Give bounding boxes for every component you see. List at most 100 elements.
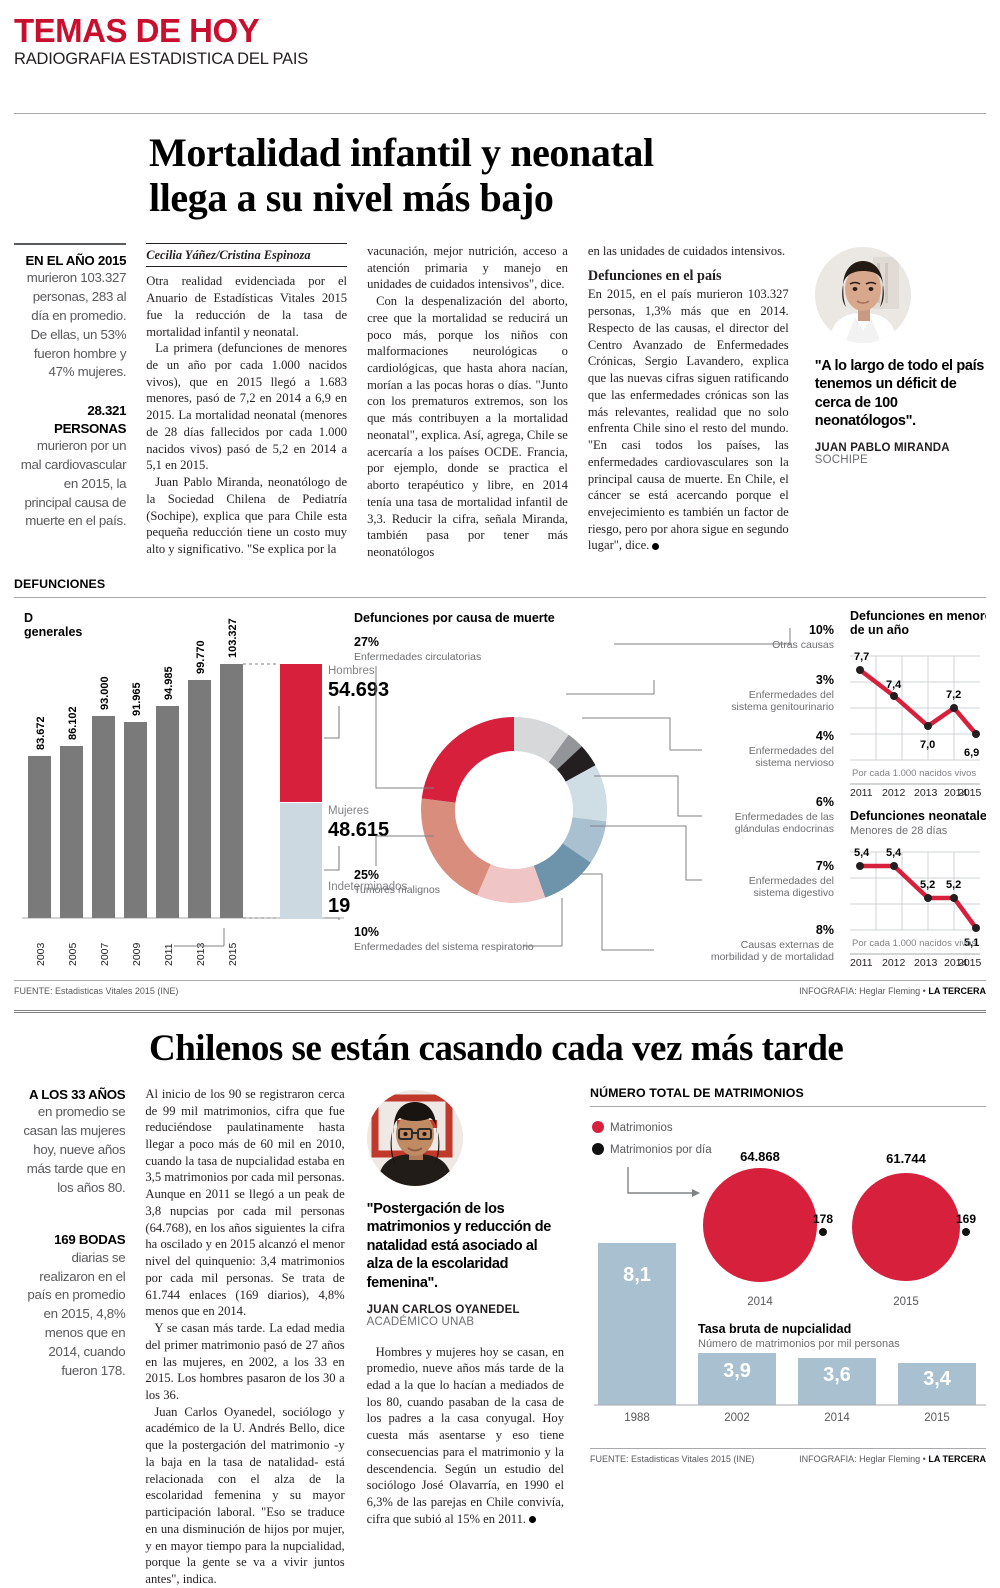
paragraph: Y se casan más tarde. La edad media del … xyxy=(145,1321,345,1402)
slice-label: Enfermedades del sistema respiratorio xyxy=(354,941,534,953)
legend-arrow-icon xyxy=(692,1188,701,1197)
credit-brand: LA TERCERA xyxy=(928,1453,987,1464)
x-label: 2012 xyxy=(882,957,906,969)
headline-line-1: Mortalidad infantil y neonatal xyxy=(149,129,654,175)
slice-label-line1: Causas externas de xyxy=(741,939,835,951)
article-matrimonios: Chilenos se están casando cada vez más t… xyxy=(14,1009,987,1588)
point-value: 6,9 xyxy=(964,747,979,759)
point-value: 7,0 xyxy=(920,739,935,751)
bar-value: 3,6 xyxy=(823,1364,851,1386)
x-label: 2003 xyxy=(35,942,47,966)
gridlines xyxy=(850,851,980,931)
breakdown-labels: Hombres 54.693 Mujeres 48.615 Indetermin… xyxy=(324,665,408,920)
donut-ring xyxy=(421,716,607,903)
credit-note: INFOGRAFIA: Heglar Fleming • LA TERCERA xyxy=(799,986,986,996)
segment-hombres xyxy=(280,663,322,802)
headline-line-2: llega a su nivel más bajo xyxy=(149,175,554,221)
newspaper-page: TEMAS DE HOY RADIOGRAFIA ESTADISTICA DEL… xyxy=(14,13,999,1586)
infographic2-svg: Matrimonios Matrimonios por día 64.868 1… xyxy=(592,1120,987,1424)
x-label: 2011 xyxy=(163,943,175,966)
dot-por-dia-2015 xyxy=(962,1227,971,1236)
slice-pct: 4% xyxy=(816,729,834,743)
slice-endocrinas xyxy=(565,764,607,822)
legend-label: Matrimonios xyxy=(610,1122,673,1134)
bar-2007 xyxy=(92,715,115,918)
bar-1988 xyxy=(598,1242,677,1405)
x-label: 2014 xyxy=(944,957,968,969)
bar-value: 91.965 xyxy=(131,682,143,716)
divider-infographic1-bottom xyxy=(14,979,986,981)
avatar-portrait-icon xyxy=(366,1089,463,1186)
fact-block: EN EL AÑO 2015 murieron 103.327 personas… xyxy=(14,242,127,383)
bar-value: 99.770 xyxy=(195,640,207,674)
point-value: 5,2 xyxy=(946,879,961,891)
fact-block: 169 BODAS diarias se realizaron en el pa… xyxy=(14,1231,125,1380)
chart-subtitle: Menores de 28 días xyxy=(850,825,948,837)
slice-nervioso xyxy=(556,746,596,782)
line-x-labels: 2011 2012 2013 2014 2015 xyxy=(850,957,982,969)
legend-dot-matrimonios xyxy=(592,1120,605,1133)
chart-defunciones-generales: D generales xyxy=(22,611,408,966)
section-subhead: Defunciones en el país xyxy=(587,267,722,284)
bubble-value: 64.868 xyxy=(740,1149,780,1164)
slice-circulatorias xyxy=(421,716,515,804)
bubble-2014: 64.868 178 2014 xyxy=(703,1149,833,1308)
chart-title: Defunciones por causa de muerte xyxy=(354,611,555,625)
segment-value: 48.615 xyxy=(328,819,389,841)
bar-value-labels: 83.672 86.102 93.000 91.965 94.985 99.77… xyxy=(35,618,239,750)
x-label: 2014 xyxy=(944,787,968,799)
x-label: 2013 xyxy=(914,787,938,799)
donut-right-labels: 10% Otras causas 3% Enfermedades del sis… xyxy=(566,623,834,963)
bar-2009 xyxy=(124,721,147,918)
slice-genitourinario xyxy=(548,734,582,770)
fact-text: diarias se realizaron en el país en prom… xyxy=(27,1249,126,1378)
article1-column-1: Cecilia Yáñez/Cristina Espinoza Otra rea… xyxy=(136,242,357,561)
paragraph: Juan Pablo Miranda, neonatólogo de la So… xyxy=(146,475,348,557)
segment-mujeres xyxy=(280,802,322,917)
line-series xyxy=(858,667,978,736)
axis-note: Por cada 1.000 nacidos vivos xyxy=(852,938,976,949)
slice-label: Otras causas xyxy=(772,639,834,651)
paragraph: Otra realidad evidenciada por el Anuario… xyxy=(146,274,348,339)
bubble-matrimonios-2015 xyxy=(852,1172,961,1281)
axis-note: Por cada 1.000 nacidos vivos xyxy=(852,768,976,779)
legend-dot-por-dia xyxy=(592,1142,605,1155)
chart-causa-de-muerte: Defunciones por causa de muerte xyxy=(354,611,834,963)
credit-prefix: INFOGRAFIA: Heglar Fleming • xyxy=(799,1453,929,1464)
divider-infographic2 xyxy=(590,1105,987,1107)
slice-label-line1: Enfermedades del xyxy=(749,875,834,887)
paragraph-text: En 2015, en el país murieron 103.327 per… xyxy=(587,287,789,553)
chart-title-line1: Defunciones en menores xyxy=(850,609,986,623)
paragraph: Con la despenalización del aborto, cree … xyxy=(367,294,568,560)
paragraph: Hombres y mujeres hoy se casan, en prome… xyxy=(367,1344,564,1528)
divider-section2 xyxy=(14,1009,986,1013)
x-label: 2012 xyxy=(882,787,906,799)
segment-value: 19 xyxy=(328,895,350,917)
x-label: 2014 xyxy=(824,1412,850,1424)
donut-left-labels: 27% Enfermedades circulatorias 25% Tumor… xyxy=(354,635,563,953)
slice-pct: 27% xyxy=(354,635,379,649)
infographic-title: DEFUNCIONES xyxy=(14,576,106,591)
point-value: 5,4 xyxy=(886,847,902,859)
x-label: 2015 xyxy=(958,787,982,799)
avatar xyxy=(366,1089,463,1186)
divider-infographic1 xyxy=(14,596,986,598)
line-points xyxy=(856,861,980,932)
infographic2-footer: FUENTE: Estadisticas Vitales 2015 (INE) … xyxy=(590,1449,986,1464)
paragraph: Juan Carlos Oyanedel, sociólogo y académ… xyxy=(145,1404,345,1587)
chart-title-line2: de un año xyxy=(850,623,909,637)
slice-label-line2: morbilidad y de mortalidad xyxy=(711,951,834,963)
avatar-portrait-icon xyxy=(814,246,911,343)
source-note: FUENTE: Estadisticas Vitales 2015 (INE) xyxy=(590,1453,755,1464)
bar-2003 xyxy=(28,755,51,918)
bar-value: 94.985 xyxy=(163,666,175,700)
dot-value: 178 xyxy=(813,1212,833,1226)
fact-text: murieron por un mal cardiovascular en 20… xyxy=(20,437,127,529)
point-value: 5,2 xyxy=(920,879,935,891)
fact-lead: 169 BODAS xyxy=(54,1232,126,1248)
point-value: 5,1 xyxy=(964,937,979,949)
x-label: 2015 xyxy=(958,957,982,969)
slice-pct: 25% xyxy=(354,868,379,882)
article-mortalidad: Mortalidad infantil y neonatal llega a s… xyxy=(14,112,986,561)
slice-label-line2: sistema digestivo xyxy=(753,887,834,899)
